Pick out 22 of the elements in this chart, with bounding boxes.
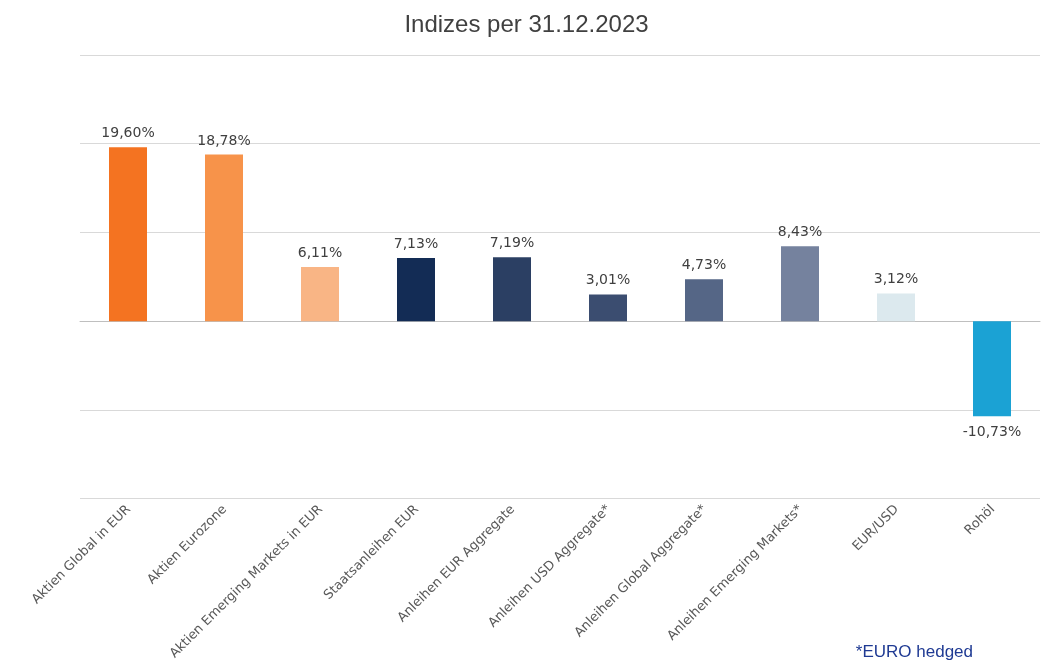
data-label: 6,11% <box>297 243 343 260</box>
bar <box>301 266 339 322</box>
bar <box>205 154 243 322</box>
data-label: 3,12% <box>873 270 919 287</box>
bar <box>877 293 915 322</box>
bar <box>493 257 531 322</box>
data-label: 7,13% <box>393 234 439 251</box>
data-label: 4,73% <box>681 256 727 273</box>
data-label: 19,60% <box>101 124 155 141</box>
bar <box>397 257 435 322</box>
bar <box>685 279 723 322</box>
data-label: 3,01% <box>585 271 631 288</box>
chart-title: Indizes per 31.12.2023 <box>404 9 649 37</box>
bar <box>973 321 1011 417</box>
data-label: 8,43% <box>777 223 823 240</box>
bar <box>589 294 627 322</box>
data-label: 7,19% <box>489 234 535 251</box>
data-label: -10,73% <box>962 423 1022 440</box>
bar <box>781 246 819 322</box>
text: *EURO hedged <box>855 642 974 661</box>
bar <box>109 147 147 322</box>
data-label: 18,78% <box>197 131 251 148</box>
